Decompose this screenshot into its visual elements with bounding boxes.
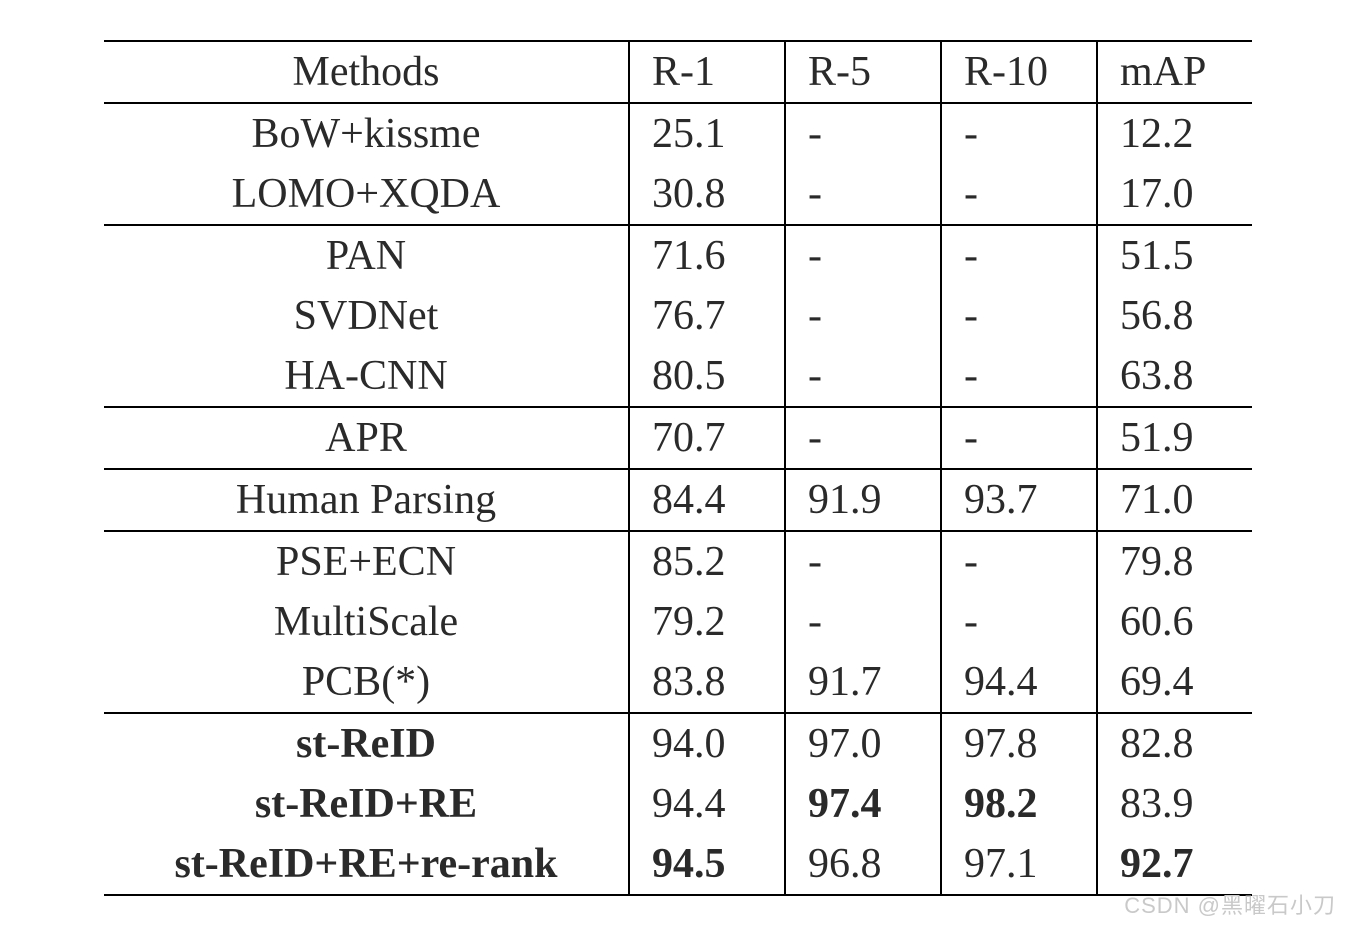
cell-r10: 94.4	[941, 652, 1097, 713]
col-header-r1: R-1	[629, 41, 785, 103]
table-row: BoW+kissme 25.1 - - 12.2	[104, 103, 1252, 164]
cell-r10: -	[941, 103, 1097, 164]
cell-method: PAN	[104, 225, 629, 286]
cell-r5: 96.8	[785, 834, 941, 895]
cell-r10: -	[941, 531, 1097, 592]
cell-r10: -	[941, 592, 1097, 652]
cell-method: Human Parsing	[104, 469, 629, 531]
cell-r10: -	[941, 286, 1097, 346]
cell-method: st-ReID+RE+re-rank	[104, 834, 629, 895]
cell-map: 63.8	[1097, 346, 1252, 407]
cell-map: 92.7	[1097, 834, 1252, 895]
cell-r10: -	[941, 164, 1097, 225]
cell-r5: -	[785, 346, 941, 407]
cell-method: SVDNet	[104, 286, 629, 346]
cell-r1: 85.2	[629, 531, 785, 592]
cell-r5: 91.9	[785, 469, 941, 531]
cell-r10: 98.2	[941, 774, 1097, 834]
cell-r10: -	[941, 225, 1097, 286]
watermark-text: CSDN @黑曜石小刀	[1124, 888, 1336, 920]
cell-method: BoW+kissme	[104, 103, 629, 164]
cell-r5: -	[785, 225, 941, 286]
cell-r1: 30.8	[629, 164, 785, 225]
table-row: SVDNet 76.7 - - 56.8	[104, 286, 1252, 346]
cell-r1: 94.4	[629, 774, 785, 834]
table-body: BoW+kissme 25.1 - - 12.2 LOMO+XQDA 30.8 …	[104, 103, 1252, 895]
cell-r1: 83.8	[629, 652, 785, 713]
cell-map: 51.5	[1097, 225, 1252, 286]
cell-r1: 94.5	[629, 834, 785, 895]
table-header-row: Methods R-1 R-5 R-10 mAP	[104, 41, 1252, 103]
cell-r10: -	[941, 407, 1097, 469]
cell-map: 82.8	[1097, 713, 1252, 774]
table-row: MultiScale 79.2 - - 60.6	[104, 592, 1252, 652]
cell-r1: 94.0	[629, 713, 785, 774]
cell-method: LOMO+XQDA	[104, 164, 629, 225]
cell-method: MultiScale	[104, 592, 629, 652]
table-row: LOMO+XQDA 30.8 - - 17.0	[104, 164, 1252, 225]
cell-r5: -	[785, 103, 941, 164]
cell-r10: 93.7	[941, 469, 1097, 531]
cell-r1: 76.7	[629, 286, 785, 346]
cell-r1: 79.2	[629, 592, 785, 652]
table-row: st-ReID+RE 94.4 97.4 98.2 83.9	[104, 774, 1252, 834]
cell-map: 12.2	[1097, 103, 1252, 164]
cell-r1: 25.1	[629, 103, 785, 164]
cell-r5: 97.0	[785, 713, 941, 774]
table-row: PCB(*) 83.8 91.7 94.4 69.4	[104, 652, 1252, 713]
cell-r1: 70.7	[629, 407, 785, 469]
table-row: APR 70.7 - - 51.9	[104, 407, 1252, 469]
results-table: Methods R-1 R-5 R-10 mAP BoW+kissme 25.1…	[104, 40, 1252, 896]
col-header-methods: Methods	[104, 41, 629, 103]
cell-map: 17.0	[1097, 164, 1252, 225]
cell-map: 69.4	[1097, 652, 1252, 713]
table-row: Human Parsing 84.4 91.9 93.7 71.0	[104, 469, 1252, 531]
cell-method: HA-CNN	[104, 346, 629, 407]
cell-r1: 84.4	[629, 469, 785, 531]
col-header-map: mAP	[1097, 41, 1252, 103]
table-row: st-ReID 94.0 97.0 97.8 82.8	[104, 713, 1252, 774]
cell-r10: -	[941, 346, 1097, 407]
cell-method: PSE+ECN	[104, 531, 629, 592]
cell-map: 56.8	[1097, 286, 1252, 346]
col-header-r10: R-10	[941, 41, 1097, 103]
cell-r10: 97.1	[941, 834, 1097, 895]
cell-r5: -	[785, 592, 941, 652]
table-row: st-ReID+RE+re-rank 94.5 96.8 97.1 92.7	[104, 834, 1252, 895]
cell-method: APR	[104, 407, 629, 469]
cell-r5: -	[785, 286, 941, 346]
cell-r5: 97.4	[785, 774, 941, 834]
cell-r1: 71.6	[629, 225, 785, 286]
cell-r5: 91.7	[785, 652, 941, 713]
table-row: PSE+ECN 85.2 - - 79.8	[104, 531, 1252, 592]
cell-map: 79.8	[1097, 531, 1252, 592]
cell-r5: -	[785, 531, 941, 592]
cell-map: 51.9	[1097, 407, 1252, 469]
table-row: HA-CNN 80.5 - - 63.8	[104, 346, 1252, 407]
cell-map: 71.0	[1097, 469, 1252, 531]
cell-method: st-ReID+RE	[104, 774, 629, 834]
cell-method: PCB(*)	[104, 652, 629, 713]
cell-r10: 97.8	[941, 713, 1097, 774]
table-row: PAN 71.6 - - 51.5	[104, 225, 1252, 286]
cell-r5: -	[785, 164, 941, 225]
cell-r5: -	[785, 407, 941, 469]
col-header-r5: R-5	[785, 41, 941, 103]
cell-map: 60.6	[1097, 592, 1252, 652]
cell-map: 83.9	[1097, 774, 1252, 834]
cell-method: st-ReID	[104, 713, 629, 774]
cell-r1: 80.5	[629, 346, 785, 407]
